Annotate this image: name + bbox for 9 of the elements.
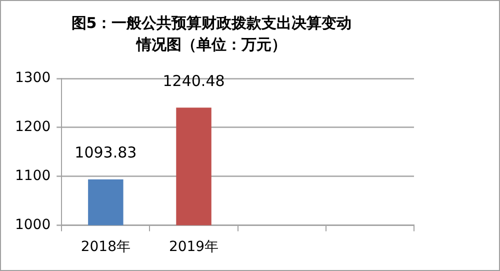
x-tick-label: 2018年 xyxy=(80,239,130,256)
y-tick-label: 1100 xyxy=(14,168,51,184)
x-tick-label: 2019年 xyxy=(168,239,219,256)
data-label: 1093.83 xyxy=(74,144,137,162)
y-tick-label: 1300 xyxy=(14,70,51,86)
y-tick-label: 1200 xyxy=(14,119,51,136)
data-label: 1240.48 xyxy=(162,72,225,90)
chart-title: 图5：一般公共预算财政拨款支出决算变动情况图（单位：万元） xyxy=(71,14,352,54)
y-tick-label: 1000 xyxy=(14,216,51,233)
